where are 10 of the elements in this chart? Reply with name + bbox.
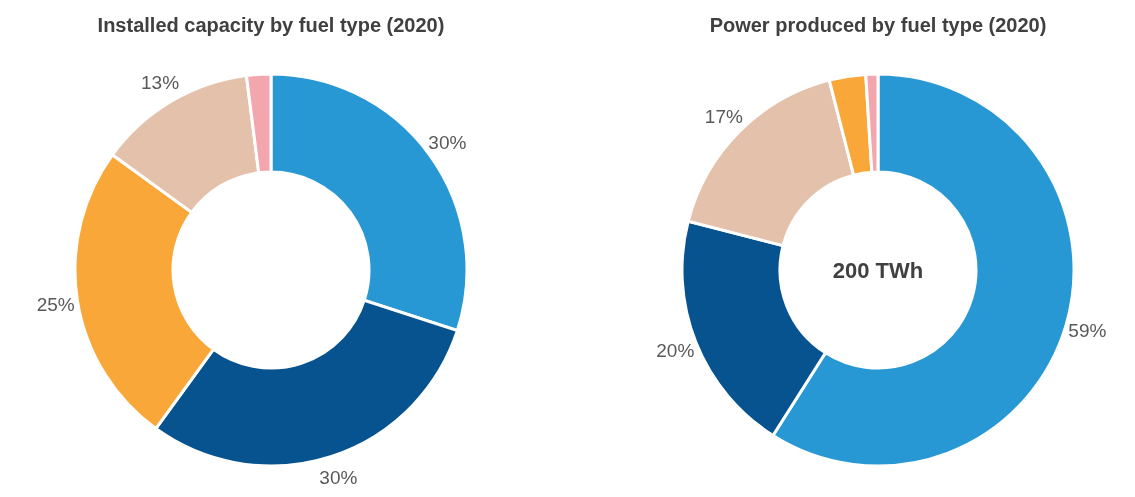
data-label: 25% [36, 293, 75, 315]
text: 200 TWh [832, 257, 924, 283]
data-label: 17% [704, 105, 743, 127]
chart-title: Installed capacity by fuel type (2020) [97, 14, 445, 36]
data-label: 30% [319, 466, 358, 488]
data-label: 30% [428, 131, 467, 153]
chart-title: Power produced by fuel type (2020) [709, 14, 1047, 36]
data-label: 59% [1068, 320, 1107, 342]
data-label: 13% [141, 72, 180, 94]
data-label: 20% [656, 339, 695, 361]
